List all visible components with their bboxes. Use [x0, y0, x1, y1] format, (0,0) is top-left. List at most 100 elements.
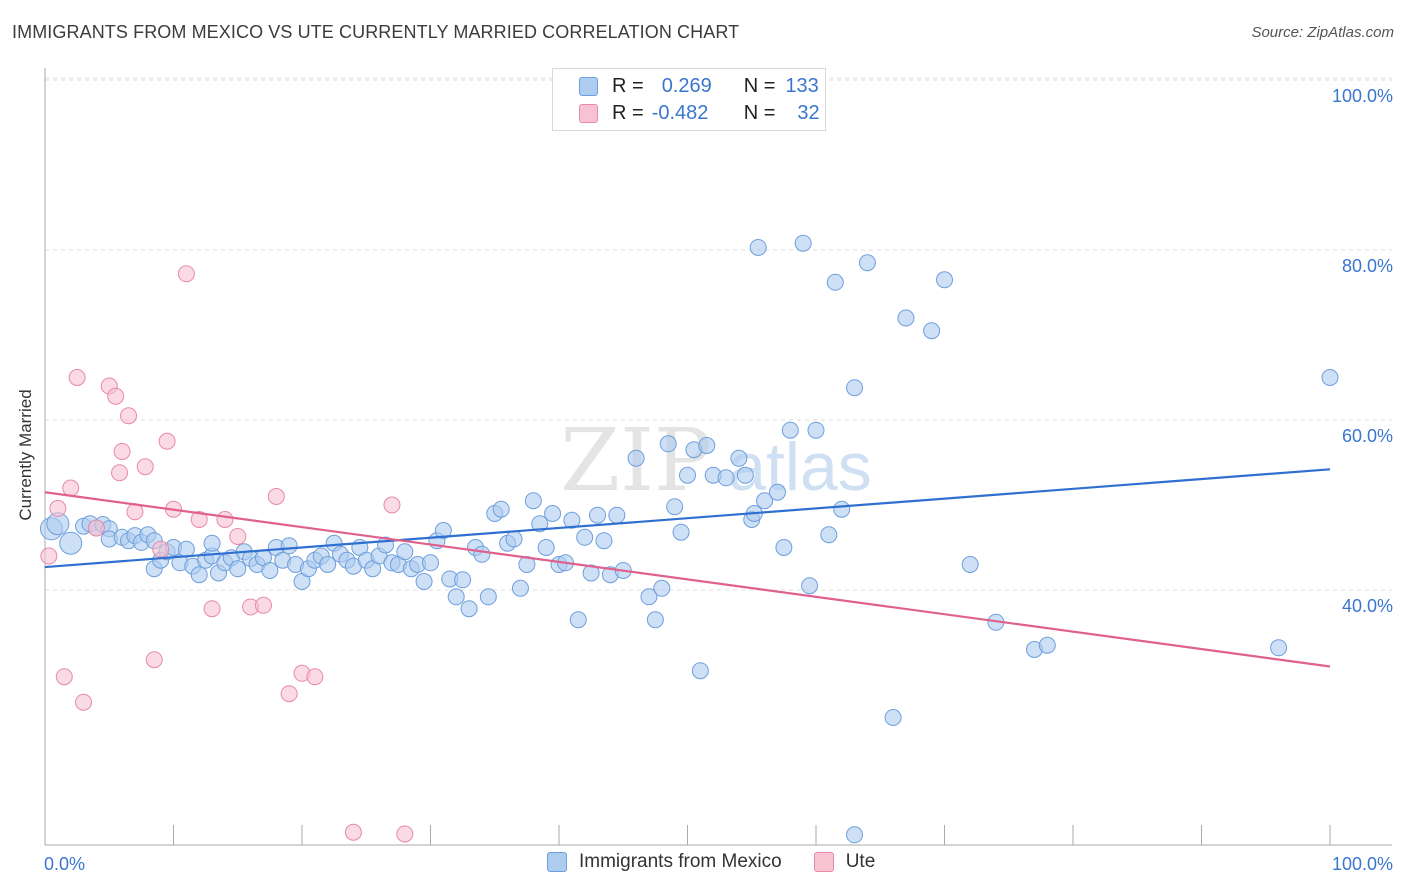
- series-legend-ute[interactable]: Ute: [813, 851, 875, 873]
- point-ute: [62, 479, 80, 497]
- trend-line-mexico: [44, 468, 1331, 569]
- point-ute: [306, 668, 324, 686]
- point-mexico: [672, 523, 690, 541]
- point-mexico: [775, 539, 793, 556]
- point-mexico: [595, 532, 613, 550]
- point-ute: [190, 510, 208, 528]
- point-ute: [229, 527, 247, 545]
- point-mexico: [781, 421, 799, 439]
- point-mexico: [396, 543, 414, 561]
- point-mexico: [653, 579, 671, 597]
- trend-line-ute: [44, 491, 1331, 668]
- point-mexico: [1038, 636, 1056, 654]
- point-mexico: [1321, 369, 1339, 386]
- point-ute: [267, 488, 285, 505]
- point-mexico: [422, 554, 439, 572]
- point-ute: [280, 685, 298, 703]
- legend-n-value: 133: [785, 74, 819, 97]
- point-mexico: [447, 588, 465, 606]
- point-ute: [120, 407, 138, 425]
- point-ute: [177, 265, 195, 283]
- y-tick-label: 60.0%: [1342, 426, 1393, 446]
- point-mexico: [229, 560, 247, 578]
- point-ute: [40, 547, 58, 565]
- point-mexico: [627, 449, 645, 467]
- legend-swatch-pink: [579, 103, 598, 123]
- point-mexico: [434, 522, 452, 539]
- series-legend: Immigrants from Mexico Ute: [547, 851, 907, 873]
- legend-r-value: 0.269: [661, 74, 712, 97]
- source-label: Source: ZipAtlas.com: [1251, 24, 1394, 41]
- point-mexico: [505, 530, 523, 548]
- point-mexico: [280, 537, 298, 555]
- grid-lines: [45, 77, 1392, 591]
- point-mexico: [537, 539, 555, 556]
- point-mexico: [736, 466, 754, 484]
- point-ute: [75, 693, 93, 711]
- point-ute: [383, 496, 401, 514]
- point-mexico: [846, 379, 864, 397]
- legend-n-label: N =: [743, 74, 776, 97]
- tick-labels: 40.0% 60.0% 80.0% 100.0% 0.0% 100.0%: [44, 86, 1393, 874]
- series-label-mexico: Immigrants from Mexico: [579, 851, 782, 872]
- data-points: [39, 234, 1339, 844]
- legend-row-ute: R = -0.482 N = 32: [553, 101, 820, 125]
- point-ute: [49, 499, 67, 517]
- point-mexico: [820, 526, 838, 544]
- point-mexico: [454, 571, 472, 589]
- point-mexico: [807, 421, 825, 439]
- point-mexico: [730, 449, 748, 467]
- point-mexico: [582, 564, 600, 582]
- point-mexico: [833, 500, 851, 518]
- x-tick-label-min: 0.0%: [44, 854, 85, 874]
- point-mexico: [415, 573, 433, 590]
- point-mexico: [679, 466, 696, 484]
- point-ute: [203, 600, 221, 618]
- point-mexico: [190, 566, 208, 584]
- point-mexico: [691, 662, 709, 680]
- point-mexico: [846, 826, 864, 844]
- point-ute: [68, 369, 86, 386]
- point-ute: [145, 651, 163, 669]
- point-ute: [107, 387, 125, 405]
- point-mexico: [460, 600, 478, 618]
- point-ute: [111, 464, 129, 482]
- point-ute: [113, 442, 131, 460]
- point-ute: [55, 668, 73, 686]
- watermark: ZIP atlas: [560, 411, 872, 511]
- axes: [44, 68, 1392, 846]
- point-mexico: [479, 588, 497, 606]
- point-mexico: [749, 238, 767, 256]
- point-mexico: [544, 505, 562, 522]
- point-mexico: [646, 611, 664, 629]
- y-tick-label: 80.0%: [1342, 256, 1393, 276]
- legend-n-value: 32: [797, 101, 820, 124]
- point-mexico: [923, 322, 941, 340]
- y-tick-label: 100.0%: [1332, 86, 1393, 106]
- stats-legend: R = 0.269 N = 133 R = -0.482 N = 32: [552, 68, 826, 131]
- legend-swatch-blue: [579, 76, 598, 96]
- chart-title: IMMIGRANTS FROM MEXICO VS UTE CURRENTLY …: [12, 22, 740, 42]
- point-mexico: [897, 309, 915, 327]
- point-mexico: [801, 577, 819, 595]
- point-mexico: [576, 528, 594, 546]
- point-mexico: [569, 611, 587, 629]
- legend-r-label: R =: [612, 101, 644, 124]
- point-mexico: [261, 561, 279, 579]
- legend-r-value: -0.482: [651, 101, 709, 124]
- point-mexico: [794, 234, 812, 252]
- point-mexico: [608, 506, 626, 524]
- point-ute: [254, 596, 272, 614]
- watermark-atlas: atlas: [728, 429, 872, 505]
- point-mexico: [524, 492, 542, 510]
- point-mexico: [666, 498, 684, 516]
- point-mexico: [961, 556, 979, 573]
- x-tick-label-max: 100.0%: [1332, 854, 1393, 874]
- point-mexico: [59, 531, 83, 555]
- point-ute: [152, 540, 170, 558]
- series-swatch-pink: [813, 852, 834, 872]
- point-ute: [396, 825, 414, 843]
- legend-r-label: R =: [612, 74, 644, 97]
- series-legend-mexico[interactable]: Immigrants from Mexico: [547, 851, 782, 873]
- point-ute: [344, 823, 362, 841]
